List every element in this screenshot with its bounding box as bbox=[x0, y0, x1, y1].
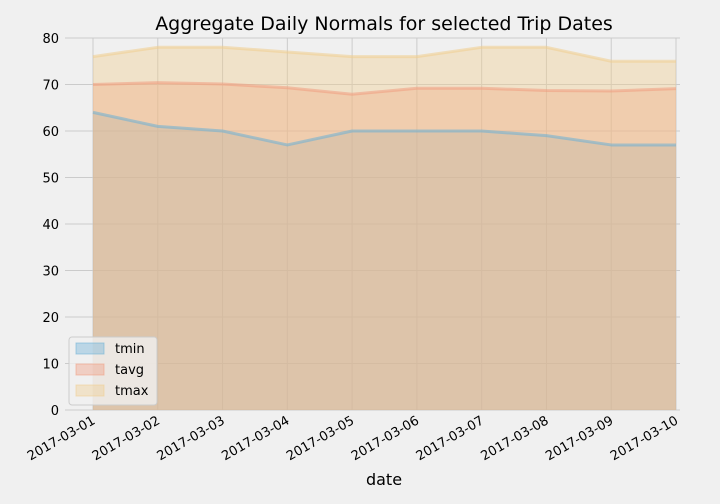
area-tavg bbox=[93, 82, 676, 410]
grid bbox=[65, 37, 680, 411]
line-tmax bbox=[92, 45, 676, 63]
y-tick-label: 50 bbox=[42, 172, 59, 187]
chart-title: Aggregate Daily Normals for selected Tri… bbox=[155, 13, 613, 35]
y-tick-label: 20 bbox=[42, 311, 59, 326]
line-tmin bbox=[92, 110, 676, 147]
y-tick-label: 80 bbox=[42, 32, 59, 47]
y-axis-ticks: 0 10 20 30 40 50 60 70 80 bbox=[42, 32, 59, 419]
area-tmin bbox=[93, 112, 676, 411]
legend-label-tmin: tmin bbox=[115, 342, 145, 357]
y-tick-label: 70 bbox=[42, 79, 59, 94]
y-tick-label: 30 bbox=[42, 265, 59, 280]
y-tick-label: 60 bbox=[42, 125, 59, 140]
legend-label-tavg: tavg bbox=[115, 363, 144, 378]
legend-swatch-tmax bbox=[75, 384, 105, 397]
legend-swatch-tavg bbox=[75, 363, 105, 376]
legend-swatch-tmin bbox=[75, 342, 105, 355]
x-axis-label: date bbox=[366, 470, 402, 489]
plot-areas bbox=[93, 47, 676, 411]
legend: tmin tavg tmax bbox=[68, 336, 158, 406]
y-tick-label: 0 bbox=[51, 404, 59, 419]
y-tick-label: 40 bbox=[42, 218, 59, 233]
y-tick-label: 10 bbox=[42, 358, 59, 373]
plot-lines bbox=[92, 45, 677, 147]
line-tavg bbox=[92, 81, 677, 96]
legend-label-tmax: tmax bbox=[115, 384, 149, 399]
area-tmax bbox=[93, 47, 676, 411]
